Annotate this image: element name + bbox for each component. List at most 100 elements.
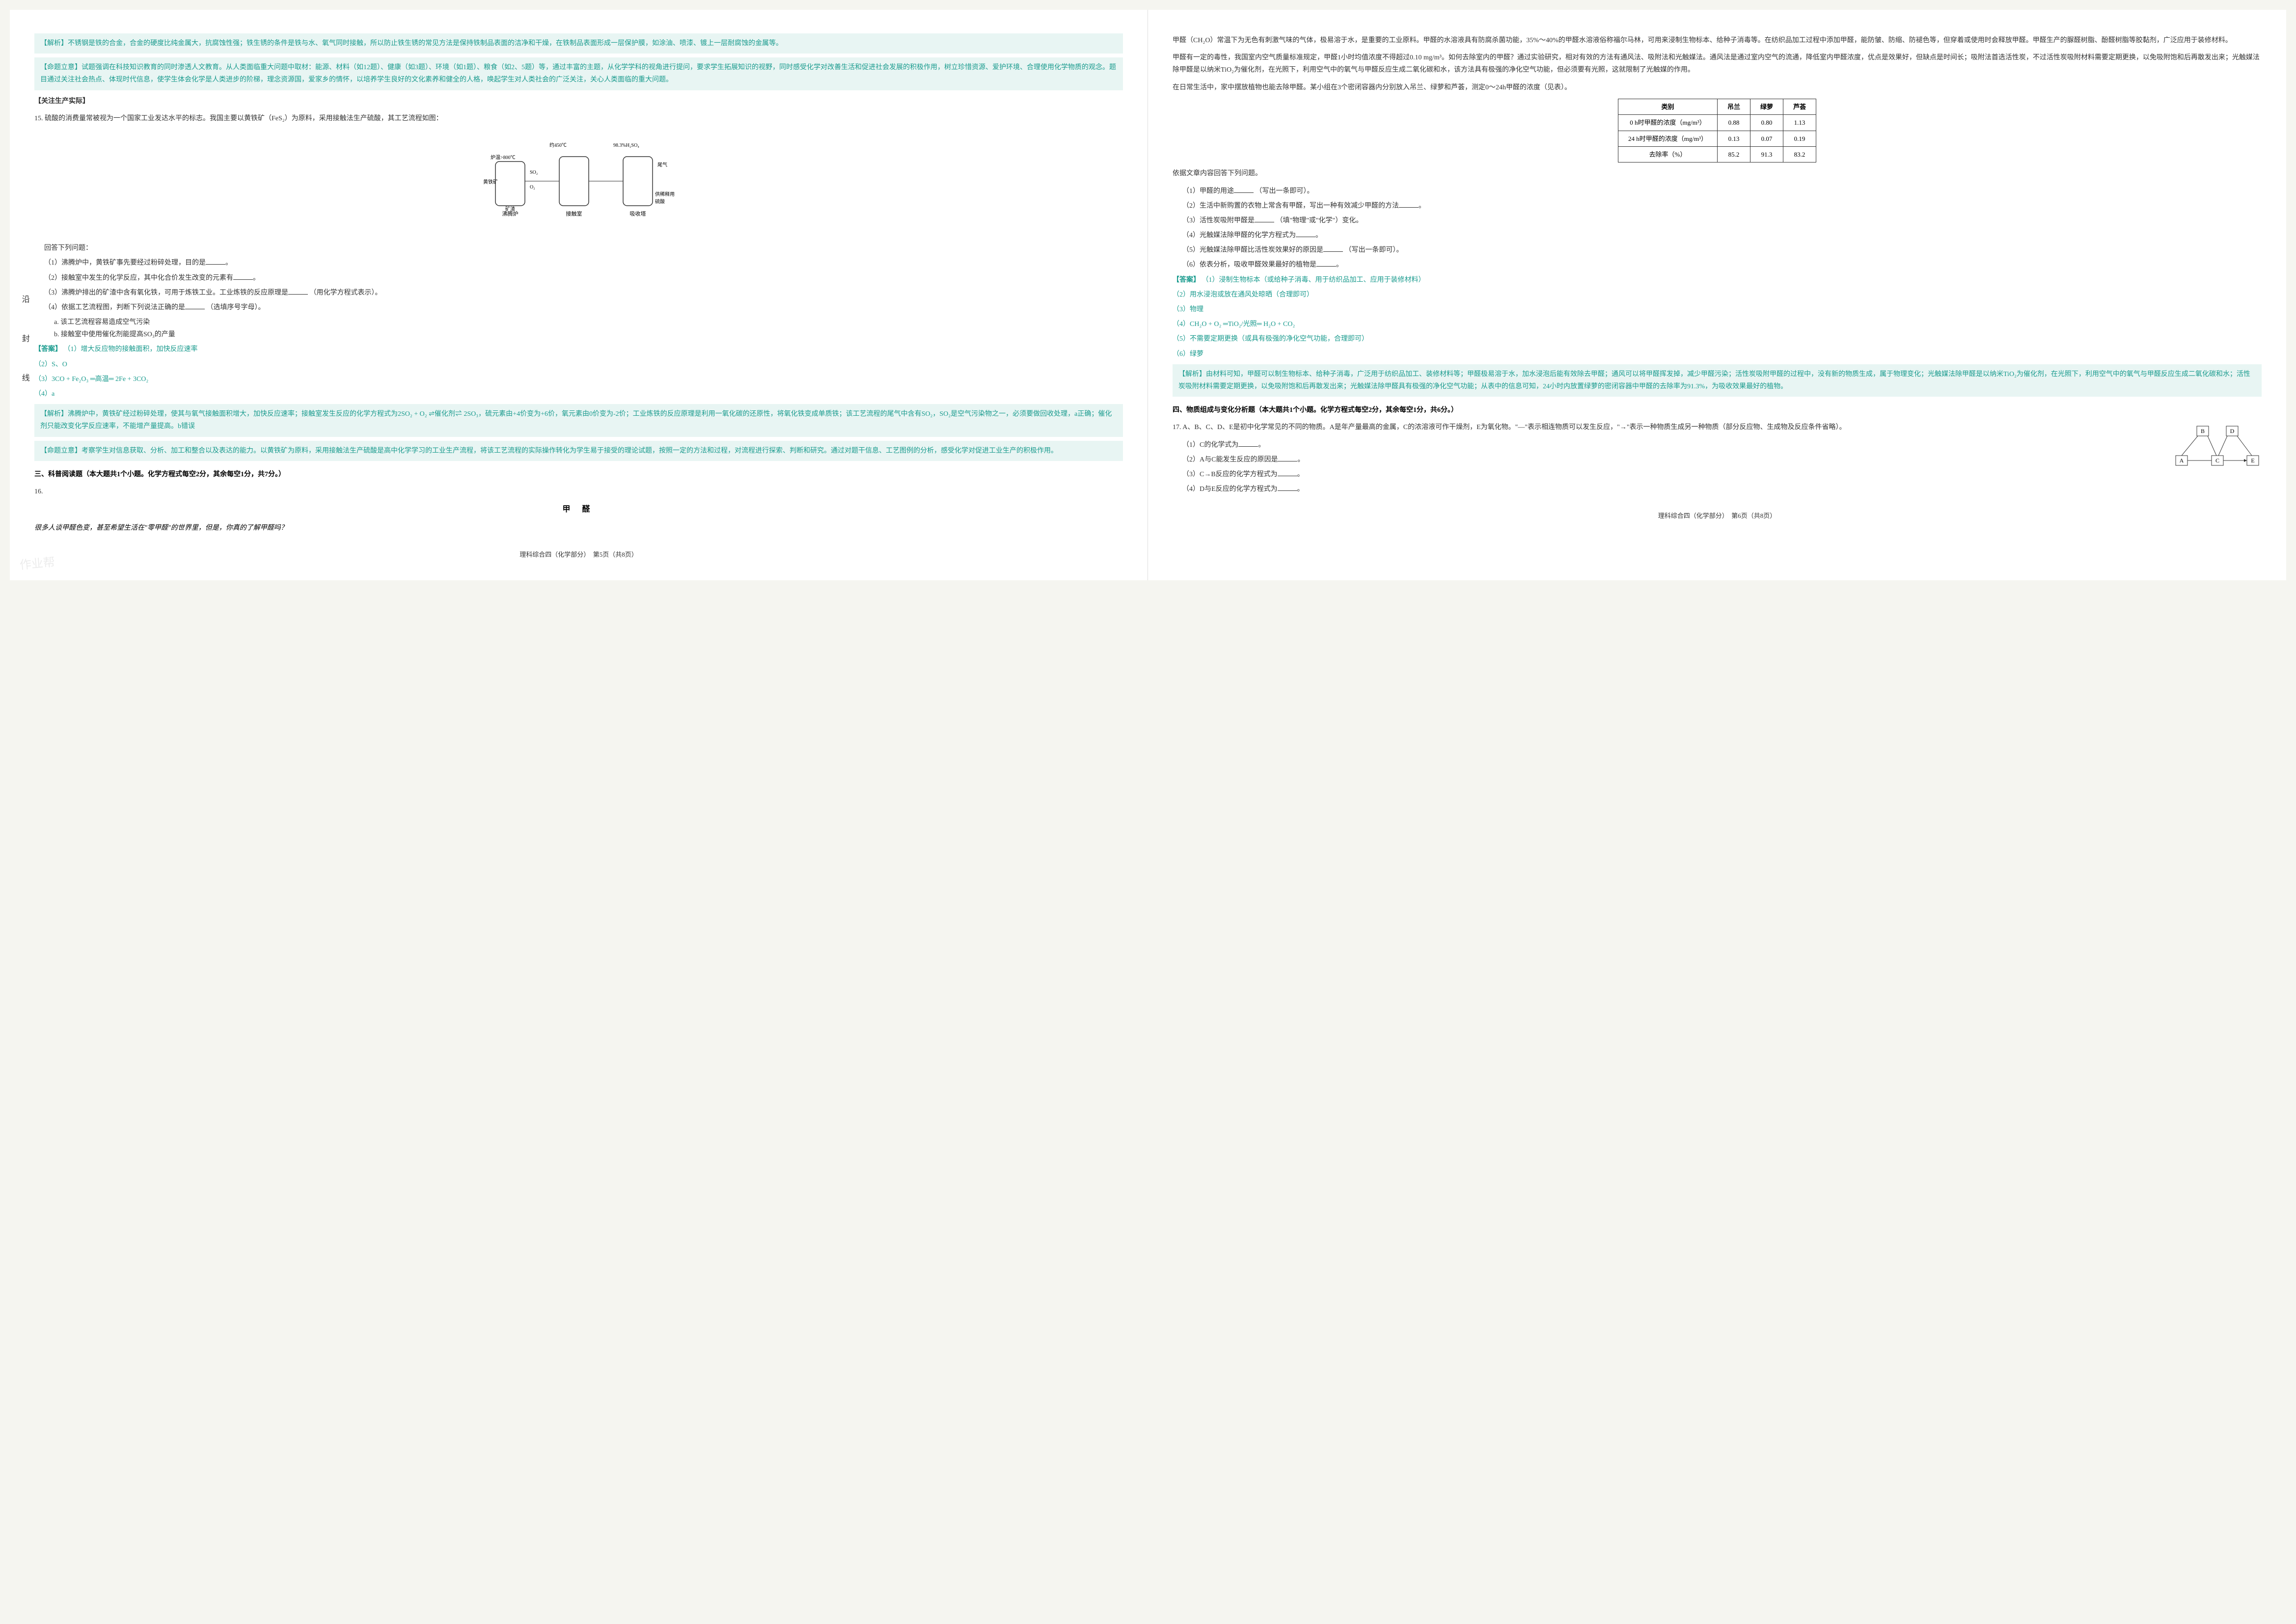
q15-intro: 回答下列问题： (44, 242, 1123, 254)
svg-text:SO₂: SO₂ (530, 170, 538, 175)
q16-sub5: （5）光触媒法除甲醛比活性炭效果好的原因是 （写出一条即可）。 (1182, 244, 2262, 256)
svg-text:炉温>800℃: 炉温>800℃ (491, 155, 516, 161)
q17-sub4: （4）D与E反应的化学方程式为。 (1182, 483, 2262, 495)
table-cell: 91.3 (1750, 146, 1783, 162)
table-cell: 0.80 (1750, 115, 1783, 131)
svg-text:供稀释用: 供稀释用 (655, 191, 675, 197)
q15-sub3: （3）沸腾炉排出的矿渣中含有氧化铁，可用于炼铁工业。工业炼铁的反应原理是 （用化… (44, 287, 1123, 299)
q16-sub6: （6）依表分析，吸收甲醛效果最好的植物是。 (1182, 259, 2262, 271)
table-cell: 0.07 (1750, 131, 1783, 146)
page-left: 沿 封 线 【解析】不锈钢是铁的合金，合金的硬度比纯金属大，抗腐蚀性强；铁生锈的… (10, 10, 1148, 580)
answer-label: 【答案】 (1173, 276, 1200, 284)
blank (1296, 229, 1315, 237)
q17-sub2: （2）A与C能发生反应的原因是。 (1182, 454, 2262, 466)
svg-text:O₂: O₂ (530, 185, 535, 190)
svg-text:吸收塔: 吸收塔 (629, 210, 646, 217)
blank (1399, 200, 1419, 208)
table-header-row: 类别吊兰绿萝芦荟 (1618, 99, 1816, 114)
ans15-4: （4）a (34, 388, 1123, 400)
table-cell: 去除率（%） (1618, 146, 1717, 162)
blank (288, 287, 308, 295)
ans16-3: （3）物理 (1173, 303, 2262, 316)
analysis-block-1: 【解析】不锈钢是铁的合金，合金的硬度比纯金属大，抗腐蚀性强；铁生锈的条件是铁与水… (34, 33, 1123, 54)
q15-sub2: （2）接触室中发生的化学反应，其中化合价发生改变的元素有。 (44, 272, 1123, 284)
svg-text:98.3%H₂SO₄: 98.3%H₂SO₄ (613, 143, 639, 148)
blank (233, 272, 253, 280)
answer-16: 【答案】 （1）浸制生物标本（或给种子消毒、用于纺织品加工、应用于装修材料） (1173, 274, 2262, 286)
table-header-cell: 吊兰 (1717, 99, 1750, 114)
table-cell: 83.2 (1783, 146, 1816, 162)
q15-sub4: （4）依据工艺流程图，判断下列说法正确的是 （选填序号字母）。 (44, 301, 1123, 314)
blank (185, 301, 205, 309)
table-body: 0 h时甲醛的浓度（mg/m³）0.880.801.1324 h时甲醛的浓度（m… (1618, 115, 1816, 162)
blank (1278, 454, 1297, 461)
q17-text: A、B、C、D、E是初中化学常见的不同的物质。A是年产量最高的金属，C的浓溶液可… (1182, 424, 1846, 431)
section-3-title: 三、科普阅读题（本大题共1个小题。化学方程式每空2分，其余每空1分，共7分。） (34, 468, 1123, 481)
table-header-cell: 类别 (1618, 99, 1717, 114)
q17-number: 17. (1173, 424, 1181, 431)
q16-title: 甲 醛 (34, 503, 1123, 517)
svg-text:D: D (2230, 428, 2235, 434)
answer-15: 【答案】 （1）增大反应物的接触面积，加快反应速率 (34, 343, 1123, 355)
svg-text:硫酸: 硫酸 (655, 198, 665, 205)
table-cell: 24 h时甲醛的浓度（mg/m³） (1618, 131, 1717, 146)
blank (206, 257, 225, 265)
table-header-cell: 绿萝 (1750, 99, 1783, 114)
table-header-cell: 芦荟 (1783, 99, 1816, 114)
table-cell: 1.13 (1783, 115, 1816, 131)
blank (1238, 439, 1258, 447)
q16-sub1: （1）甲醛的用途 （写出一条即可）。 (1182, 185, 2262, 197)
svg-text:E: E (2251, 457, 2254, 464)
blank (1316, 259, 1336, 267)
q16-sub3: （3）活性炭吸附甲醛是 （填"物理"或"化学"）变化。 (1182, 215, 2262, 227)
section-4-title: 四、物质组成与变化分析题（本大题共1个小题。化学方程式每空2分，其余每空1分，共… (1173, 404, 2262, 416)
table-cell: 0.88 (1717, 115, 1750, 131)
svg-text:矿渣: 矿渣 (505, 206, 515, 212)
table-row: 0 h时甲醛的浓度（mg/m³）0.880.801.13 (1618, 115, 1816, 131)
analysis-15: 【解析】沸腾炉中，黄铁矿经过粉碎处理，使其与氧气接触面积增大，加快反应速率；接触… (34, 404, 1123, 436)
table-row: 24 h时甲醛的浓度（mg/m³）0.130.070.19 (1618, 131, 1816, 146)
question-15: 15. 硫酸的消费量常被视为一个国家工业发达水平的标志。我国主要以黄铁矿（FeS… (34, 112, 1123, 125)
q15-option-b: b. 接触室中使用催化剂能提高SO₃的产量 (54, 328, 1123, 341)
page-right: 甲醛（CH₂O）常温下为无色有刺激气味的气体，极易溶于水，是重要的工业原料。甲醛… (1148, 10, 2286, 580)
ans16-2: （2）用水浸泡或放在通风处晾晒（合理即可） (1173, 289, 2262, 301)
analysis-16: 【解析】由材料可知，甲醛可以制生物标本、给种子消毒，广泛用于纺织品加工、装修材料… (1173, 364, 2262, 397)
ans16-6: （6）绿萝 (1173, 348, 2262, 360)
q16-number: 16. (34, 488, 43, 495)
svg-text:B: B (2201, 428, 2205, 434)
question-16: 16. (34, 486, 1123, 498)
svg-text:黄铁矿: 黄铁矿 (483, 179, 498, 185)
blank (1323, 244, 1343, 252)
q15-number: 15. (34, 115, 43, 122)
ans16-5: （5）不需要定期更换（或具有极强的净化空气功能，合理即可） (1173, 333, 2262, 345)
ans16-4: （4）CH₂O + O₂ ═TiO₂/光照═ H₂O + CO₂ (1173, 318, 2262, 330)
page-footer-right: 理科综合四（化学部分） 第6页（共8页） (1173, 510, 2262, 521)
focus-label-1: 【关注生产实际】 (34, 95, 1123, 108)
q16-sub2: （2）生活中新购置的衣物上常含有甲醛，写出一种有效减少甲醛的方法。 (1182, 200, 2262, 212)
q16-intro: 很多人谈甲醛色变，甚至希望生活在"零甲醛"的世界里，但是，你真的了解甲醛吗？ (34, 522, 1123, 534)
margin-label: 沿 封 线 (17, 295, 31, 396)
para-1: 甲醛（CH₂O）常温下为无色有刺激气味的气体，极易溶于水，是重要的工业原料。甲醛… (1173, 34, 2262, 47)
page-footer-left: 理科综合四（化学部分） 第5页（共8页） (34, 549, 1123, 560)
watermark-left: 作业帮 (19, 552, 55, 576)
q17-sub1: （1）C的化学式为。 (1182, 439, 2262, 451)
svg-text:约450℃: 约450℃ (549, 142, 567, 148)
svg-text:C: C (2215, 457, 2219, 464)
blank (1278, 468, 1297, 476)
question-17: A B C D E 17. A、B、C、D、E是初中化学常见的不同的物质。A是年… (1173, 421, 2262, 433)
blank (1278, 483, 1297, 491)
q16-instruction: 依据文章内容回答下列问题。 (1173, 167, 2262, 180)
blank (1255, 215, 1274, 222)
table-cell: 85.2 (1717, 146, 1750, 162)
svg-text:A: A (2180, 457, 2184, 464)
table-row: 去除率（%）85.291.383.2 (1618, 146, 1816, 162)
q15-option-a: a. 该工艺流程容易造成空气污染 (54, 316, 1123, 328)
para-2: 甲醛有一定的毒性，我国室内空气质量标准规定，甲醛1小时均值浓度不得超过0.10 … (1173, 52, 2262, 76)
table-cell: 0.19 (1783, 131, 1816, 146)
q17-sub3: （3）C→B反应的化学方程式为。 (1182, 468, 2262, 481)
answer-label: 【答案】 (34, 346, 62, 353)
q15-sub1: （1）沸腾炉中，黄铁矿事先要经过粉碎处理，目的是。 (44, 257, 1123, 269)
intent-15: 【命题立意】考察学生对信息获取、分析、加工和整合以及表达的能力。以黄铁矿为原料，… (34, 441, 1123, 461)
blank (1234, 185, 1254, 193)
ans15-3: （3）3CO + Fe₂O₃ ═高温═ 2Fe + 3CO₂ (34, 373, 1123, 385)
